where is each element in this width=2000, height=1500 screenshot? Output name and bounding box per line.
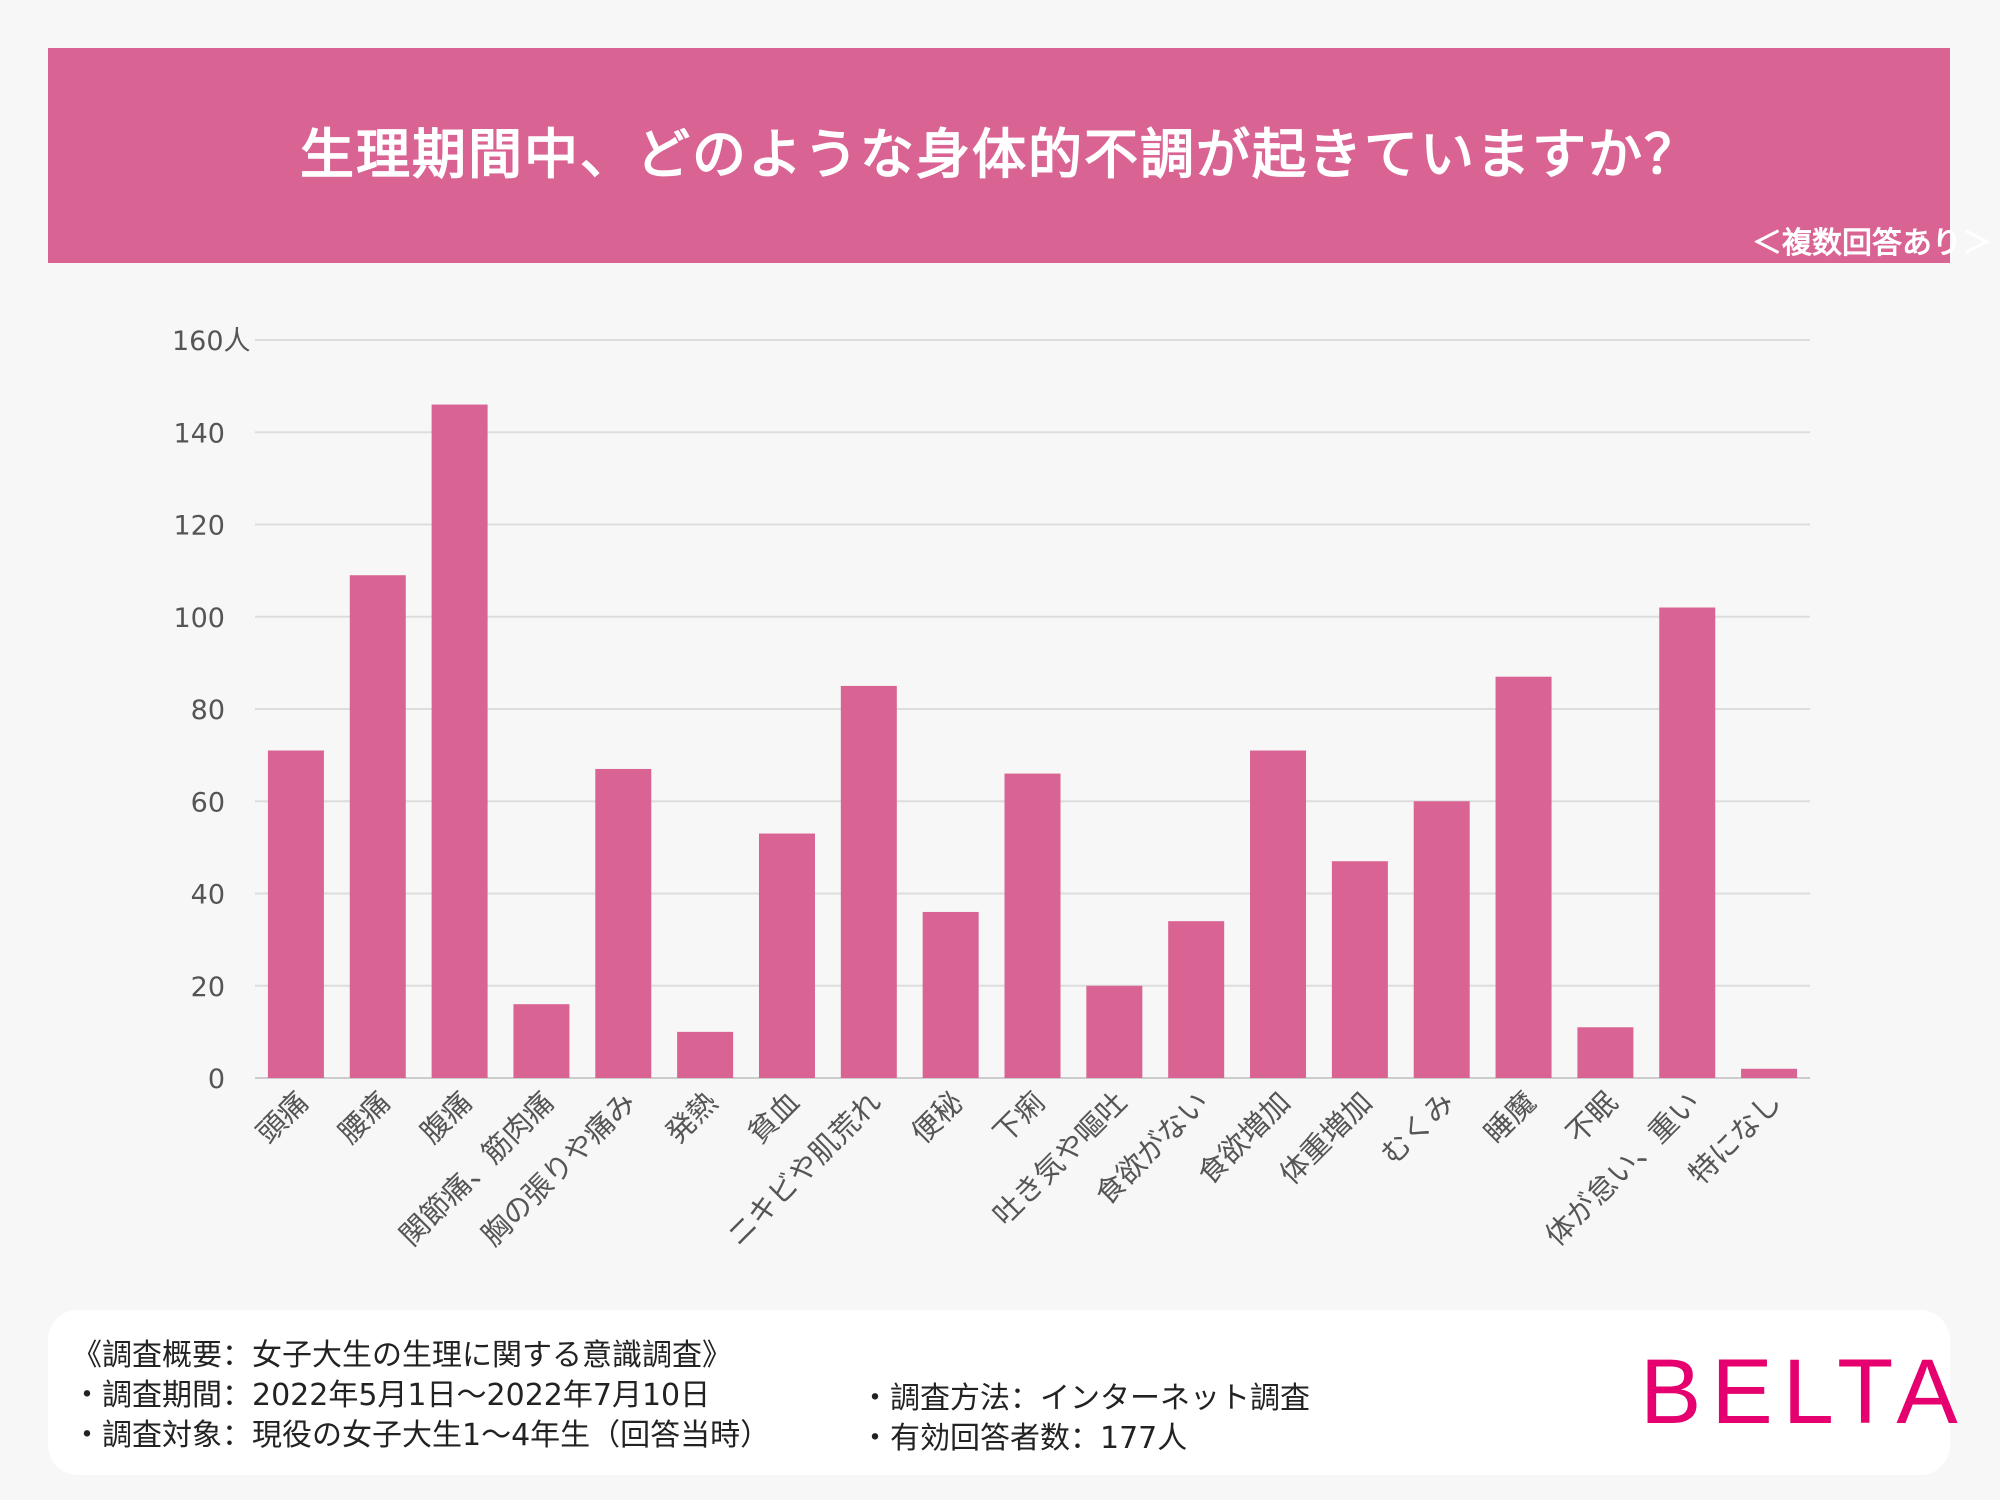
bar xyxy=(1577,1027,1634,1078)
survey-target: ・調査対象：現役の女子大生1～4年生（回答当時） xyxy=(72,1418,771,1453)
y-tick-label: 120 xyxy=(173,511,225,542)
bar xyxy=(677,1031,734,1078)
y-tick-label: 60 xyxy=(191,787,225,818)
x-category-label: むくみ xyxy=(1374,1085,1460,1171)
y-tick-label: 40 xyxy=(191,880,225,911)
x-category-label: 睡魔 xyxy=(1477,1085,1542,1150)
header-banner xyxy=(48,48,1950,263)
bar xyxy=(1413,801,1470,1078)
survey-period: ・調査期間：2022年5月1日～2022年7月10日 xyxy=(72,1378,711,1413)
y-tick-label: 0 xyxy=(208,1064,225,1095)
bar xyxy=(431,404,488,1078)
bar xyxy=(840,685,897,1078)
survey-method: ・調査方法：インターネット調査 xyxy=(860,1381,1310,1416)
bar xyxy=(1495,676,1552,1078)
x-category-label: 貧血 xyxy=(741,1085,806,1150)
bar xyxy=(1331,861,1388,1078)
survey-title: 《調査概要：女子大生の生理に関する意識調査》 xyxy=(72,1338,732,1373)
bar xyxy=(1168,921,1225,1078)
bar xyxy=(595,768,652,1078)
y-tick-label: 80 xyxy=(191,695,225,726)
survey-summary-panel xyxy=(48,1310,1950,1475)
x-category-label: 腰痛 xyxy=(332,1085,397,1150)
x-category-label: 発熱 xyxy=(659,1085,724,1150)
bar xyxy=(758,833,815,1078)
page-title: 生理期間中、どのような身体的不調が起きていますか？ xyxy=(300,123,1700,186)
bar xyxy=(1250,750,1307,1078)
x-category-label: 腹痛 xyxy=(413,1085,478,1150)
survey-respondents: ・有効回答者数：177人 xyxy=(860,1421,1188,1456)
y-tick-label: 20 xyxy=(191,972,225,1003)
bar xyxy=(267,750,324,1078)
bar xyxy=(1659,607,1716,1078)
bar xyxy=(1741,1068,1798,1078)
bar xyxy=(1086,985,1143,1078)
y-tick-label: 100 xyxy=(173,603,225,634)
x-category-label: 便秘 xyxy=(905,1085,970,1150)
bar xyxy=(1004,773,1061,1078)
bar xyxy=(922,911,979,1078)
bar xyxy=(349,575,406,1078)
bar xyxy=(513,1004,570,1078)
x-category-label: 頭痛 xyxy=(250,1085,315,1150)
x-category-label: 下痢 xyxy=(986,1085,1051,1150)
multiple-answer-note: ＜複数回答あり＞ xyxy=(1752,226,1992,261)
y-tick-label: 140 xyxy=(173,418,225,449)
y-tick-label: 160人 xyxy=(172,326,251,357)
x-category-label: 不眠 xyxy=(1559,1085,1624,1150)
belta-logo: BELTA xyxy=(1640,1341,1968,1443)
